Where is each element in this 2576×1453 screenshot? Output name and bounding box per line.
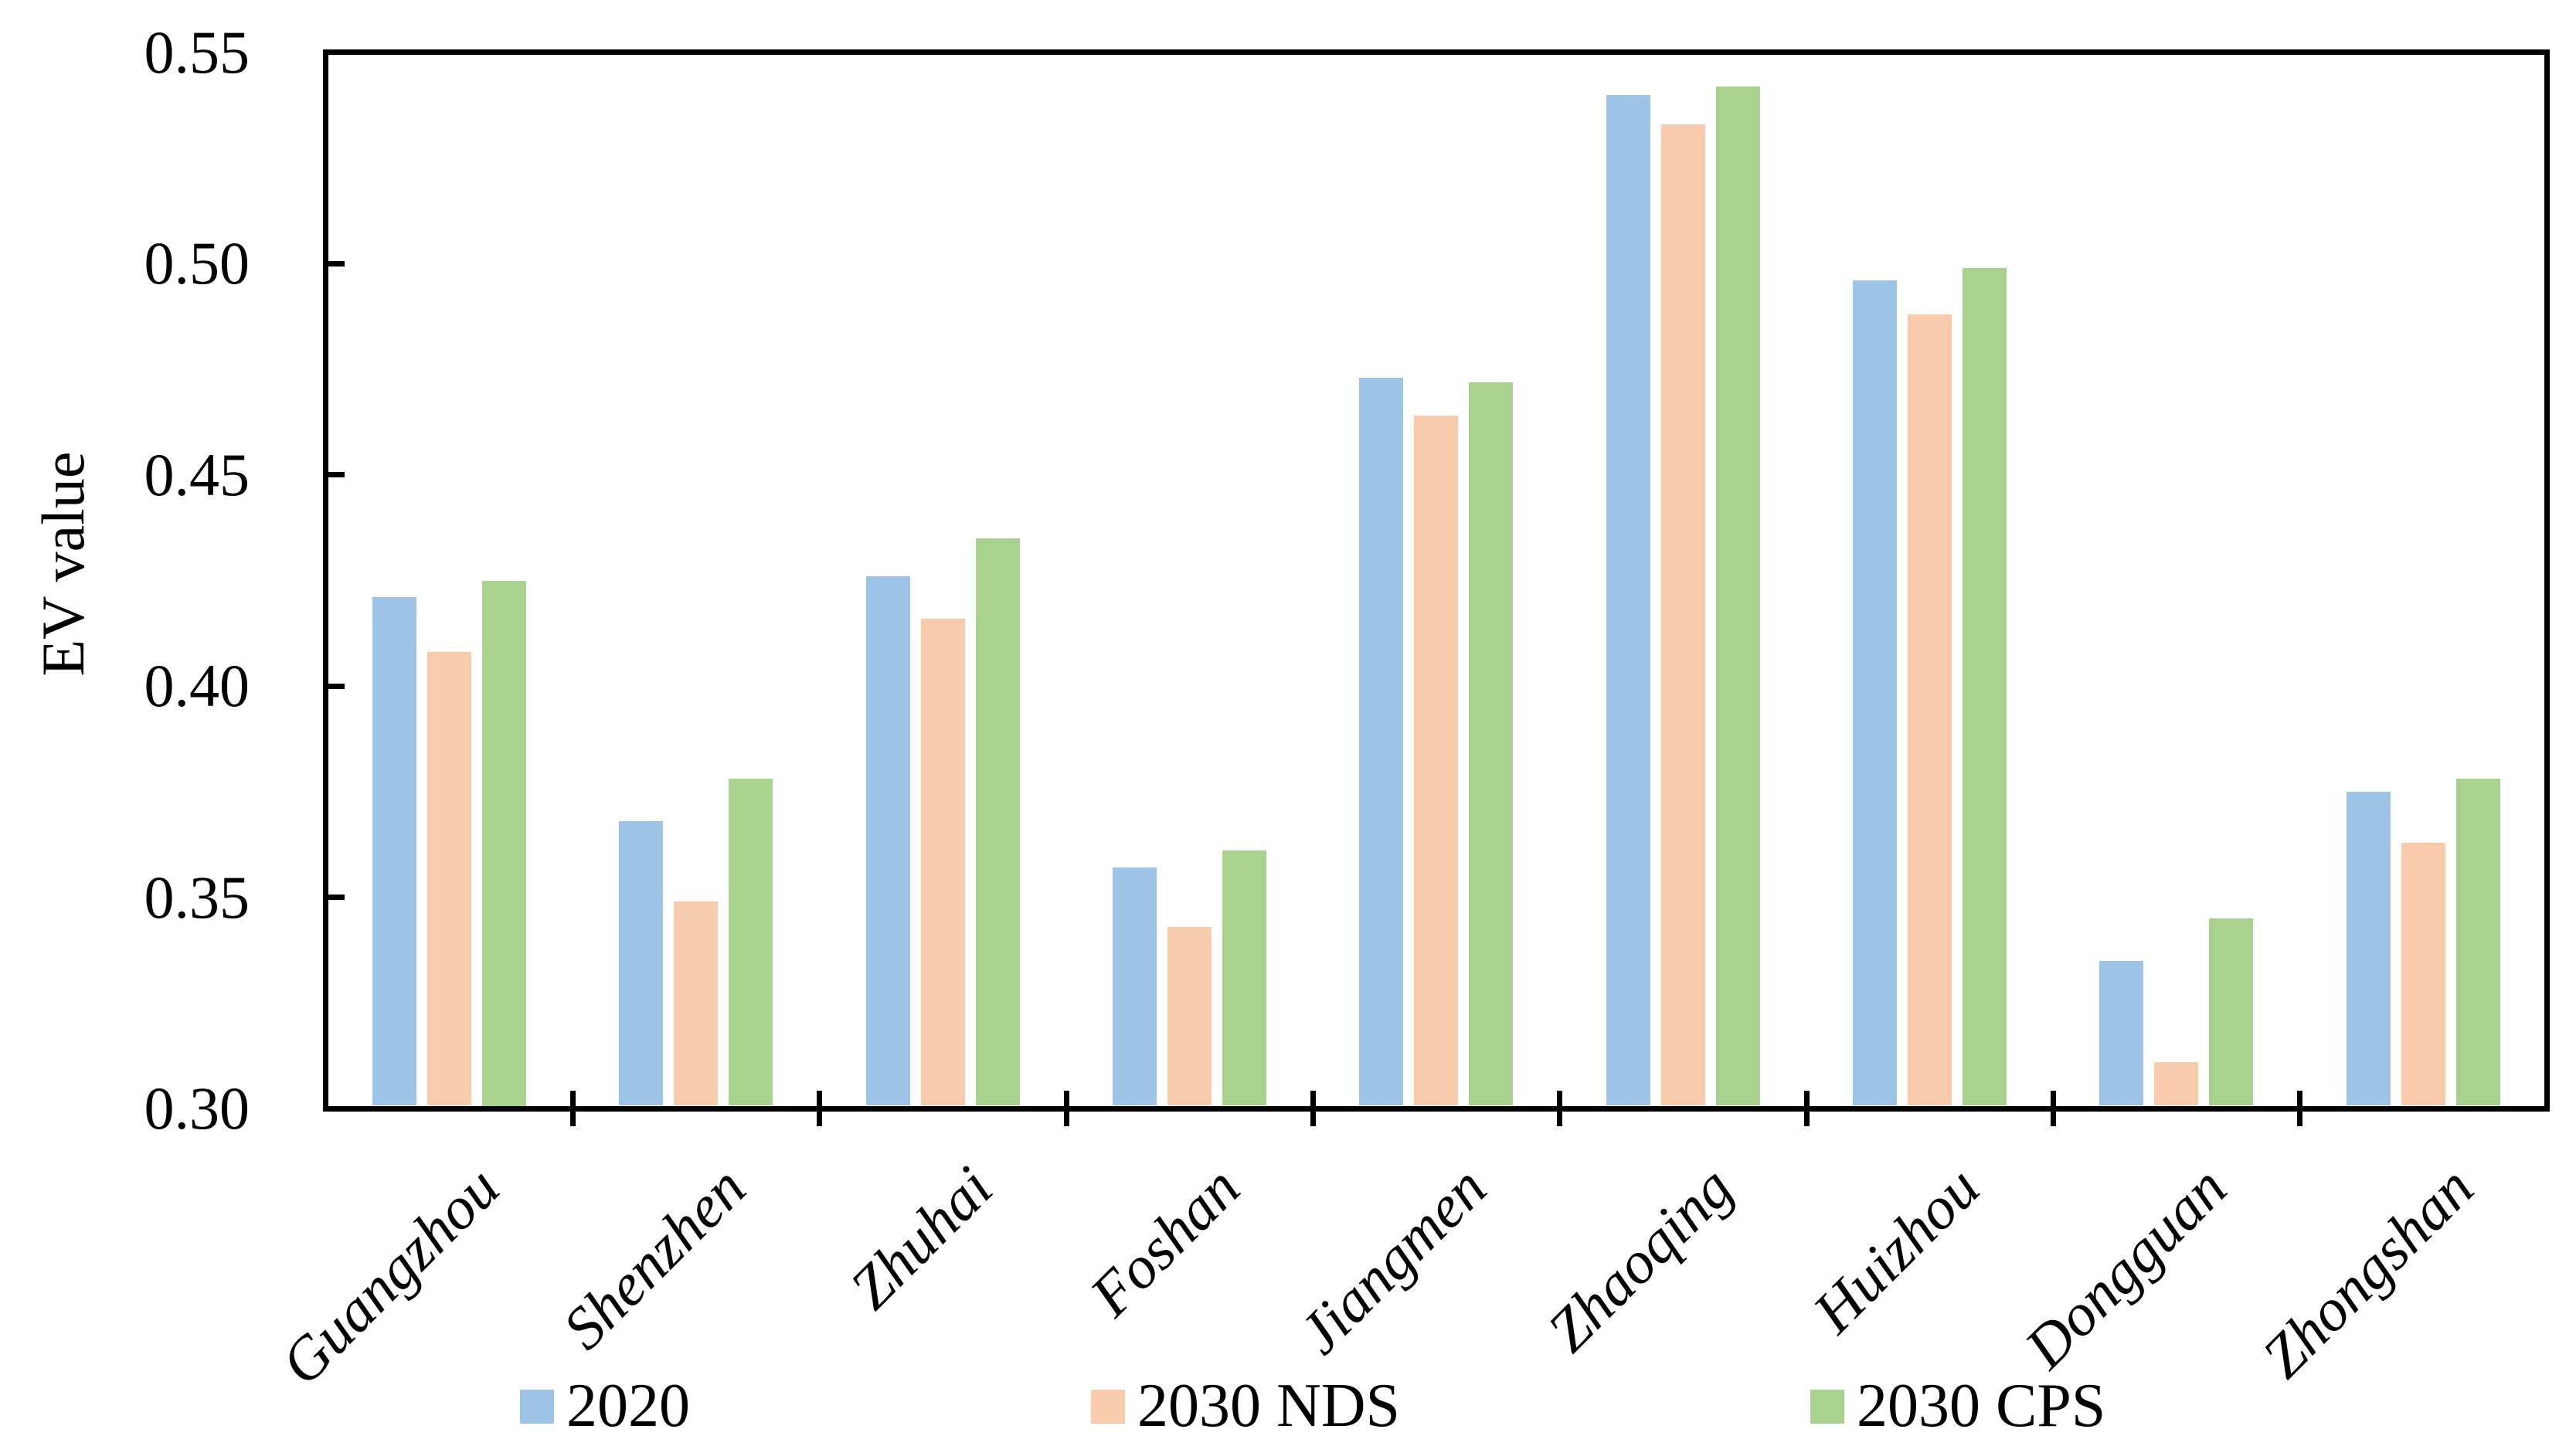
x-tick-mark (2297, 1091, 2303, 1126)
x-label-huizhou: Huizhou (1799, 1153, 1993, 1346)
x-label-zhuhai: Zhuhai (837, 1153, 1006, 1322)
x-label-zhongshan: Zhongshan (2248, 1153, 2486, 1390)
bar-foshan-2030-cps (1222, 850, 1266, 1106)
bar-shenzhen-2030-cps (729, 779, 773, 1106)
x-tick-mark (569, 1091, 576, 1126)
bar-huizhou-2030-cps (1963, 267, 2007, 1106)
bar-jiangmen-2020 (1359, 378, 1404, 1106)
bar-dongguan-2020 (2099, 960, 2144, 1106)
legend-swatch-2020 (520, 1390, 554, 1424)
x-tick-mark (817, 1091, 823, 1126)
bar-zhaoqing-2020 (1606, 94, 1650, 1106)
y-tick-mark (326, 472, 345, 478)
legend-swatch-2030-cps (1810, 1390, 1844, 1424)
x-tick-mark (1063, 1091, 1069, 1126)
bar-zhongshan-2030-cps (2455, 779, 2500, 1106)
bar-huizhou-2020 (1853, 280, 1897, 1106)
bar-huizhou-2030-nds (1908, 314, 1952, 1106)
x-tick-mark (1557, 1091, 1563, 1126)
y-tick-label: 0.55 (144, 19, 250, 86)
legend-swatch-2030-nds (1091, 1390, 1125, 1424)
x-label-guangzhou: Guangzhou (267, 1153, 512, 1398)
y-tick-label: 0.30 (144, 1074, 250, 1142)
bar-jiangmen-2030-cps (1469, 382, 1514, 1106)
y-tick-mark (326, 260, 345, 266)
bar-dongguan-2030-cps (2209, 918, 2254, 1106)
x-label-zhaoqing: Zhaoqing (1534, 1153, 1746, 1365)
x-tick-mark (2050, 1091, 2056, 1126)
y-tick-mark (326, 683, 345, 689)
x-label-jiangmen: Jiangmen (1285, 1153, 1499, 1367)
bar-foshan-2020 (1113, 867, 1157, 1106)
bar-foshan-2030-nds (1167, 926, 1212, 1106)
bar-zhuhai-2030-cps (975, 538, 1020, 1106)
x-tick-mark (1803, 1091, 1810, 1126)
bar-zhongshan-2020 (2346, 791, 2391, 1106)
bar-guangzhou-2020 (372, 597, 416, 1106)
x-tick-mark (1310, 1091, 1316, 1126)
y-tick-label: 0.40 (144, 652, 250, 720)
bar-zhuhai-2030-nds (920, 618, 965, 1106)
x-label-shenzhen: Shenzhen (549, 1153, 759, 1363)
bar-jiangmen-2030-nds (1414, 416, 1459, 1106)
bar-zhuhai-2020 (865, 576, 910, 1106)
y-tick-label: 0.35 (144, 863, 250, 931)
y-tick-mark (326, 895, 345, 901)
y-tick-label: 0.50 (144, 229, 250, 297)
y-tick-label: 0.45 (144, 440, 250, 508)
legend-label-2020: 2020 (566, 1372, 690, 1440)
bar-guangzhou-2030-nds (427, 652, 471, 1106)
bar-shenzhen-2020 (619, 821, 664, 1106)
bar-shenzhen-2030-nds (674, 901, 719, 1106)
x-label-foshan: Foshan (1076, 1153, 1252, 1329)
legend-label-2030-nds: 2030 NDS (1137, 1372, 1401, 1440)
bar-dongguan-2030-nds (2154, 1061, 2199, 1106)
bar-zhongshan-2030-nds (2401, 842, 2445, 1106)
x-label-dongguan: Dongguan (2011, 1153, 2239, 1381)
bar-zhaoqing-2030-cps (1715, 86, 1760, 1106)
legend-label-2030-cps: 2030 CPS (1857, 1372, 2106, 1440)
bar-guangzhou-2030-cps (482, 580, 526, 1106)
bar-zhaoqing-2030-nds (1660, 124, 1705, 1106)
